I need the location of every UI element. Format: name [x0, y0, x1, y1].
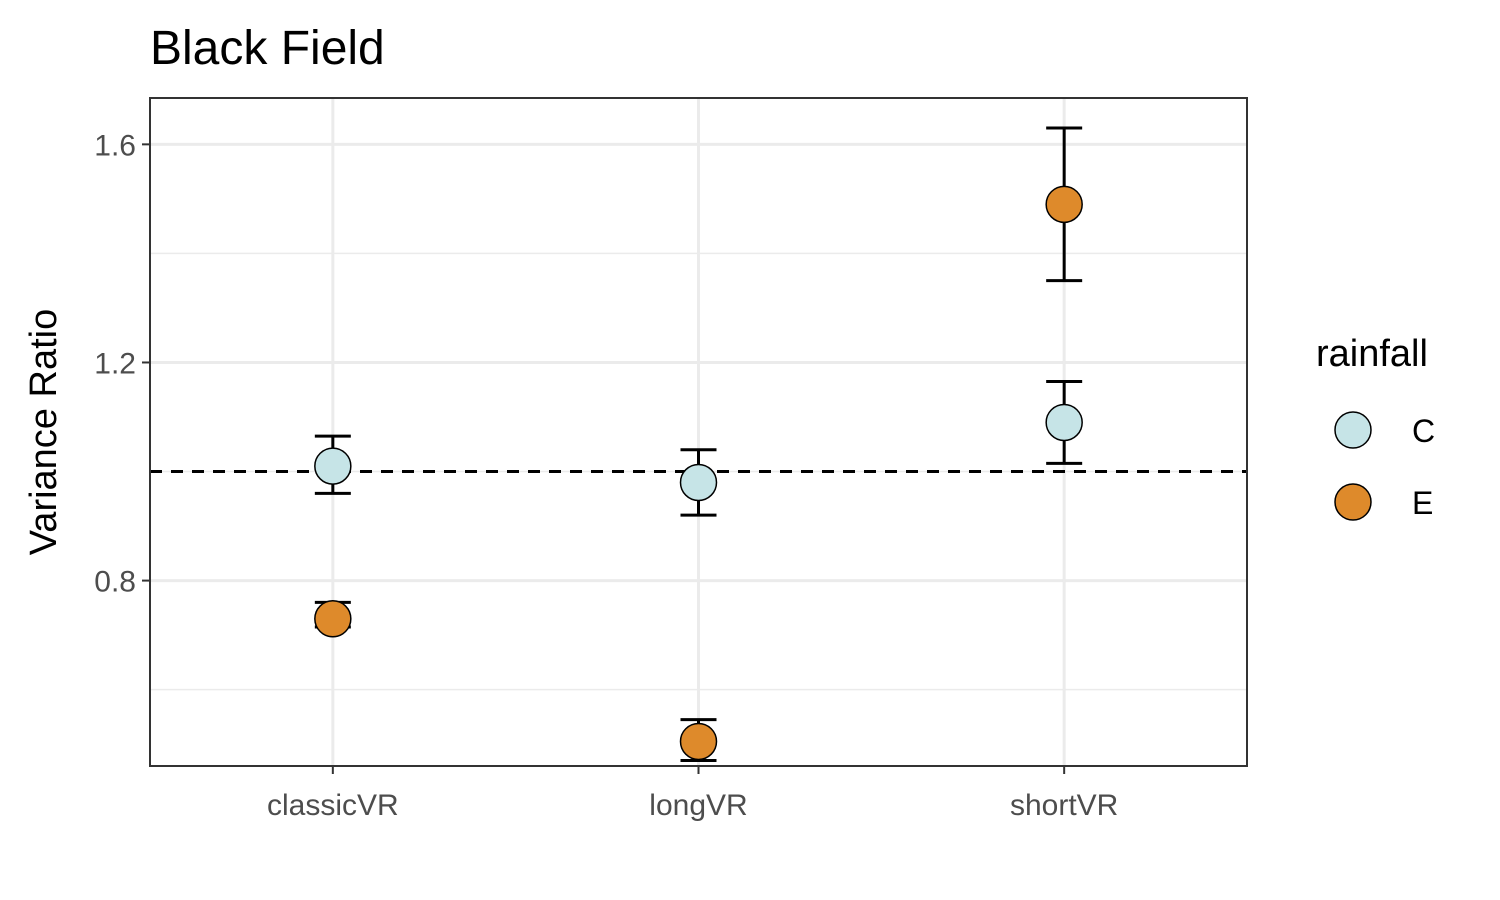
data-point-C-longVR — [679, 463, 718, 502]
data-point-E-longVR — [679, 722, 718, 761]
x-tick-label: shortVR — [1010, 789, 1118, 822]
legend-key-E — [1334, 483, 1372, 521]
plot-panel — [149, 97, 1248, 767]
data-point-E-shortVR — [1045, 185, 1083, 224]
y-tick-label: 1.6 — [94, 129, 136, 162]
y-axis: 0.8 1.2 1.6 — [94, 129, 150, 599]
y-tick-label: 1.2 — [94, 347, 136, 380]
data-point-C-shortVR — [1045, 403, 1083, 442]
legend-label-E: E — [1412, 485, 1433, 521]
data-point-C-classicVR — [314, 447, 352, 485]
y-tick-label: 0.8 — [94, 566, 136, 599]
chart-title: Black Field — [150, 22, 385, 75]
data-point-E-classicVR — [314, 600, 352, 638]
legend-label-C: C — [1412, 413, 1435, 449]
data-marks — [314, 126, 1083, 763]
legend: rainfall CE — [1316, 333, 1435, 521]
x-tick-label: classicVR — [267, 789, 399, 822]
x-axis: classicVR longVR shortVR — [267, 766, 1118, 822]
x-tick-label: longVR — [649, 789, 747, 822]
legend-key-C — [1334, 411, 1372, 449]
legend-title: rainfall — [1316, 333, 1428, 375]
y-axis-title: Variance Ratio — [23, 309, 65, 555]
